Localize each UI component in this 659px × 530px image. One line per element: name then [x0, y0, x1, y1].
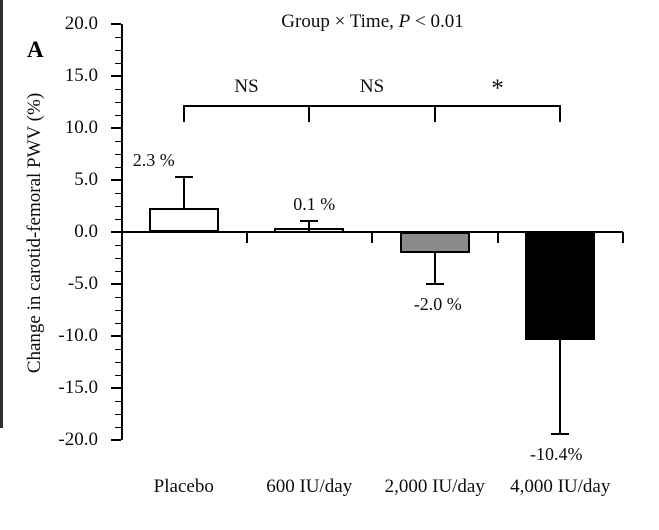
error-bar-line-600-iu-day [308, 220, 311, 231]
y-minor-tick [115, 49, 121, 51]
y-minor-tick [115, 413, 121, 415]
sig-label-asterisk: * [491, 75, 504, 102]
y-minor-tick [115, 218, 121, 220]
error-bar-cap-4-000-iu-day [551, 432, 570, 435]
value-label-placebo: 2.3 % [132, 149, 175, 170]
error-bar-line-2-000-iu-day [433, 252, 436, 284]
sig-bracket-tick-placebo [182, 105, 185, 122]
y-minor-tick [115, 400, 121, 402]
y-minor-tick [115, 101, 121, 103]
category-label-placebo: Placebo [153, 476, 214, 497]
x-axis-tick [496, 232, 499, 243]
y-tick-label: -15.0 [58, 377, 98, 398]
y-major-tick [111, 335, 121, 337]
category-label-2-000-iu-day: 2,000 IU/day [384, 476, 485, 497]
category-label-600-iu-day: 600 IU/day [266, 476, 353, 497]
y-tick-label: -20.0 [58, 429, 98, 450]
bar-4-000-iu-day [525, 232, 596, 341]
y-major-tick [111, 283, 121, 285]
sig-bracket-tick-4-000-iu-day [559, 105, 562, 122]
y-minor-tick [115, 153, 121, 155]
y-major-tick [111, 439, 121, 441]
error-bar-cap-2-000-iu-day [425, 283, 444, 285]
value-label-600-iu-day: 0.1 % [293, 193, 336, 214]
y-minor-tick [115, 166, 121, 168]
bar-2-000-iu-day [399, 232, 470, 253]
value-label-2-000-iu-day: -2.0 % [413, 294, 462, 314]
error-bar-cap-600-iu-day [300, 219, 319, 222]
sig-label-ns-0: NS [234, 76, 259, 97]
chart-title-p-symbol: P [398, 11, 411, 32]
sig-bracket-tick-600-iu-day [308, 105, 311, 122]
x-axis-tick [371, 232, 373, 243]
y-minor-tick [115, 192, 121, 194]
y-major-tick [111, 75, 121, 77]
y-minor-tick [115, 426, 121, 428]
y-minor-tick [115, 114, 121, 116]
value-label-4-000-iu-day: -10.4% [530, 443, 583, 464]
left-edge-line [0, 0, 3, 428]
chart-title: Group × Time, P < 0.01 [122, 11, 623, 33]
y-minor-tick [115, 361, 121, 363]
x-axis-tick [245, 232, 248, 243]
y-minor-tick [115, 270, 121, 272]
error-bar-line-placebo [182, 176, 185, 209]
y-minor-tick [115, 36, 121, 38]
chart-title-prefix: Group × Time, [281, 11, 399, 32]
error-bar-line-4-000-iu-day [559, 340, 562, 434]
y-major-tick [111, 231, 121, 233]
y-tick-label: 10.0 [64, 117, 98, 138]
bar-placebo [148, 208, 219, 232]
error-bar-cap-placebo [174, 175, 193, 178]
y-tick-label: 20.0 [64, 13, 98, 34]
sig-bracket-line [183, 105, 561, 107]
y-minor-tick [115, 88, 121, 90]
y-minor-tick [115, 348, 121, 350]
sig-bracket-tick-2-000-iu-day [433, 105, 436, 122]
panel-label: A [27, 37, 44, 62]
y-minor-tick [115, 322, 121, 324]
sig-label-ns-1: NS [359, 76, 385, 97]
y-minor-tick [115, 140, 121, 142]
y-tick-label: -10.0 [58, 325, 98, 346]
category-label-4-000-iu-day: 4,000 IU/day [510, 476, 611, 497]
y-tick-label: 15.0 [64, 65, 98, 86]
y-minor-tick [115, 205, 121, 207]
y-tick-label: 5.0 [74, 169, 98, 190]
y-major-tick [111, 23, 121, 25]
y-minor-tick [115, 309, 121, 311]
y-tick-label: 0.0 [74, 221, 98, 242]
y-minor-tick [115, 296, 121, 298]
y-major-tick [111, 387, 121, 389]
y-minor-tick [115, 257, 121, 259]
y-minor-tick [115, 374, 121, 376]
y-minor-tick [115, 244, 121, 246]
y-minor-tick [115, 62, 121, 64]
chart-title-suffix: < 0.01 [410, 11, 464, 32]
y-major-tick [111, 179, 121, 181]
y-major-tick [111, 127, 121, 129]
x-axis-tick [622, 232, 624, 243]
y-tick-label: -5.0 [67, 273, 98, 294]
